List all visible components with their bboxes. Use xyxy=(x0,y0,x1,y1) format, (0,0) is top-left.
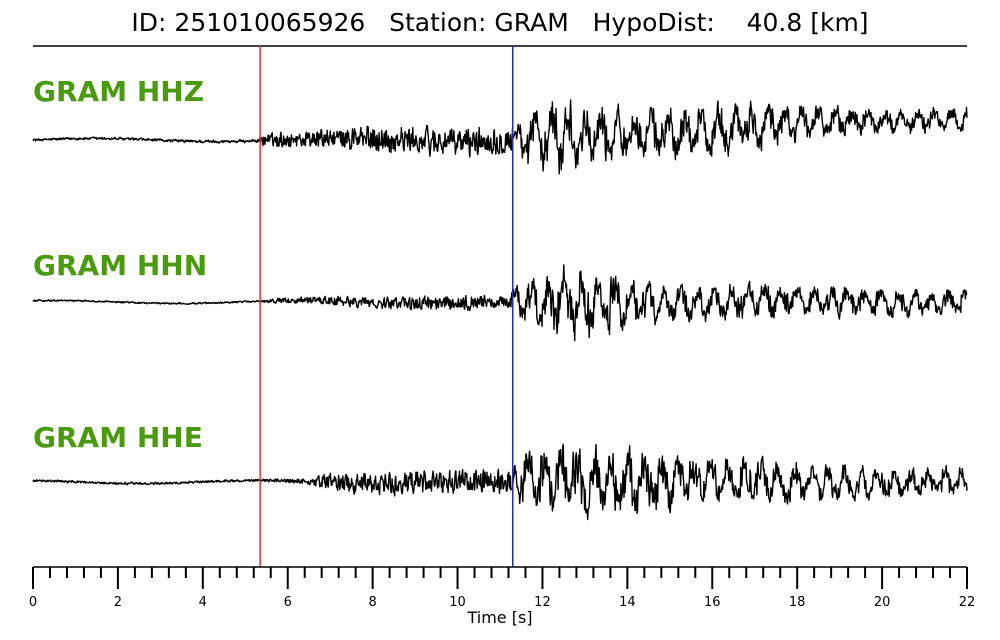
tick-label: 16 xyxy=(704,595,721,610)
page-title: ID: 251010065926 Station: GRAM HypoDist:… xyxy=(131,8,869,37)
waveform-trace-hhz xyxy=(32,99,968,175)
tick-label: 18 xyxy=(789,595,806,610)
tick-label: 0 xyxy=(29,595,37,610)
trace-label-hhe: GRAM HHE xyxy=(33,421,203,454)
tick-label: 20 xyxy=(874,595,891,610)
trace-label-hhn: GRAM HHN xyxy=(33,249,207,282)
x-axis-label: Time [s] xyxy=(466,608,532,627)
waveform-trace-hhn xyxy=(32,264,968,342)
tick-label: 10 xyxy=(449,595,466,610)
tick-label: 14 xyxy=(619,595,636,610)
tick-label: 22 xyxy=(959,595,976,610)
tick-label: 6 xyxy=(284,595,292,610)
x-axis-ticks: 0 2 4 6 8 10 12 14 16 18 20 22 xyxy=(29,567,975,610)
tick-label: 8 xyxy=(368,595,376,610)
waveform-trace-hhe xyxy=(32,443,968,521)
tick-label: 4 xyxy=(199,595,207,610)
trace-label-hhz: GRAM HHZ xyxy=(33,75,204,108)
tick-label: 2 xyxy=(114,595,122,610)
tick-label: 12 xyxy=(534,595,551,610)
